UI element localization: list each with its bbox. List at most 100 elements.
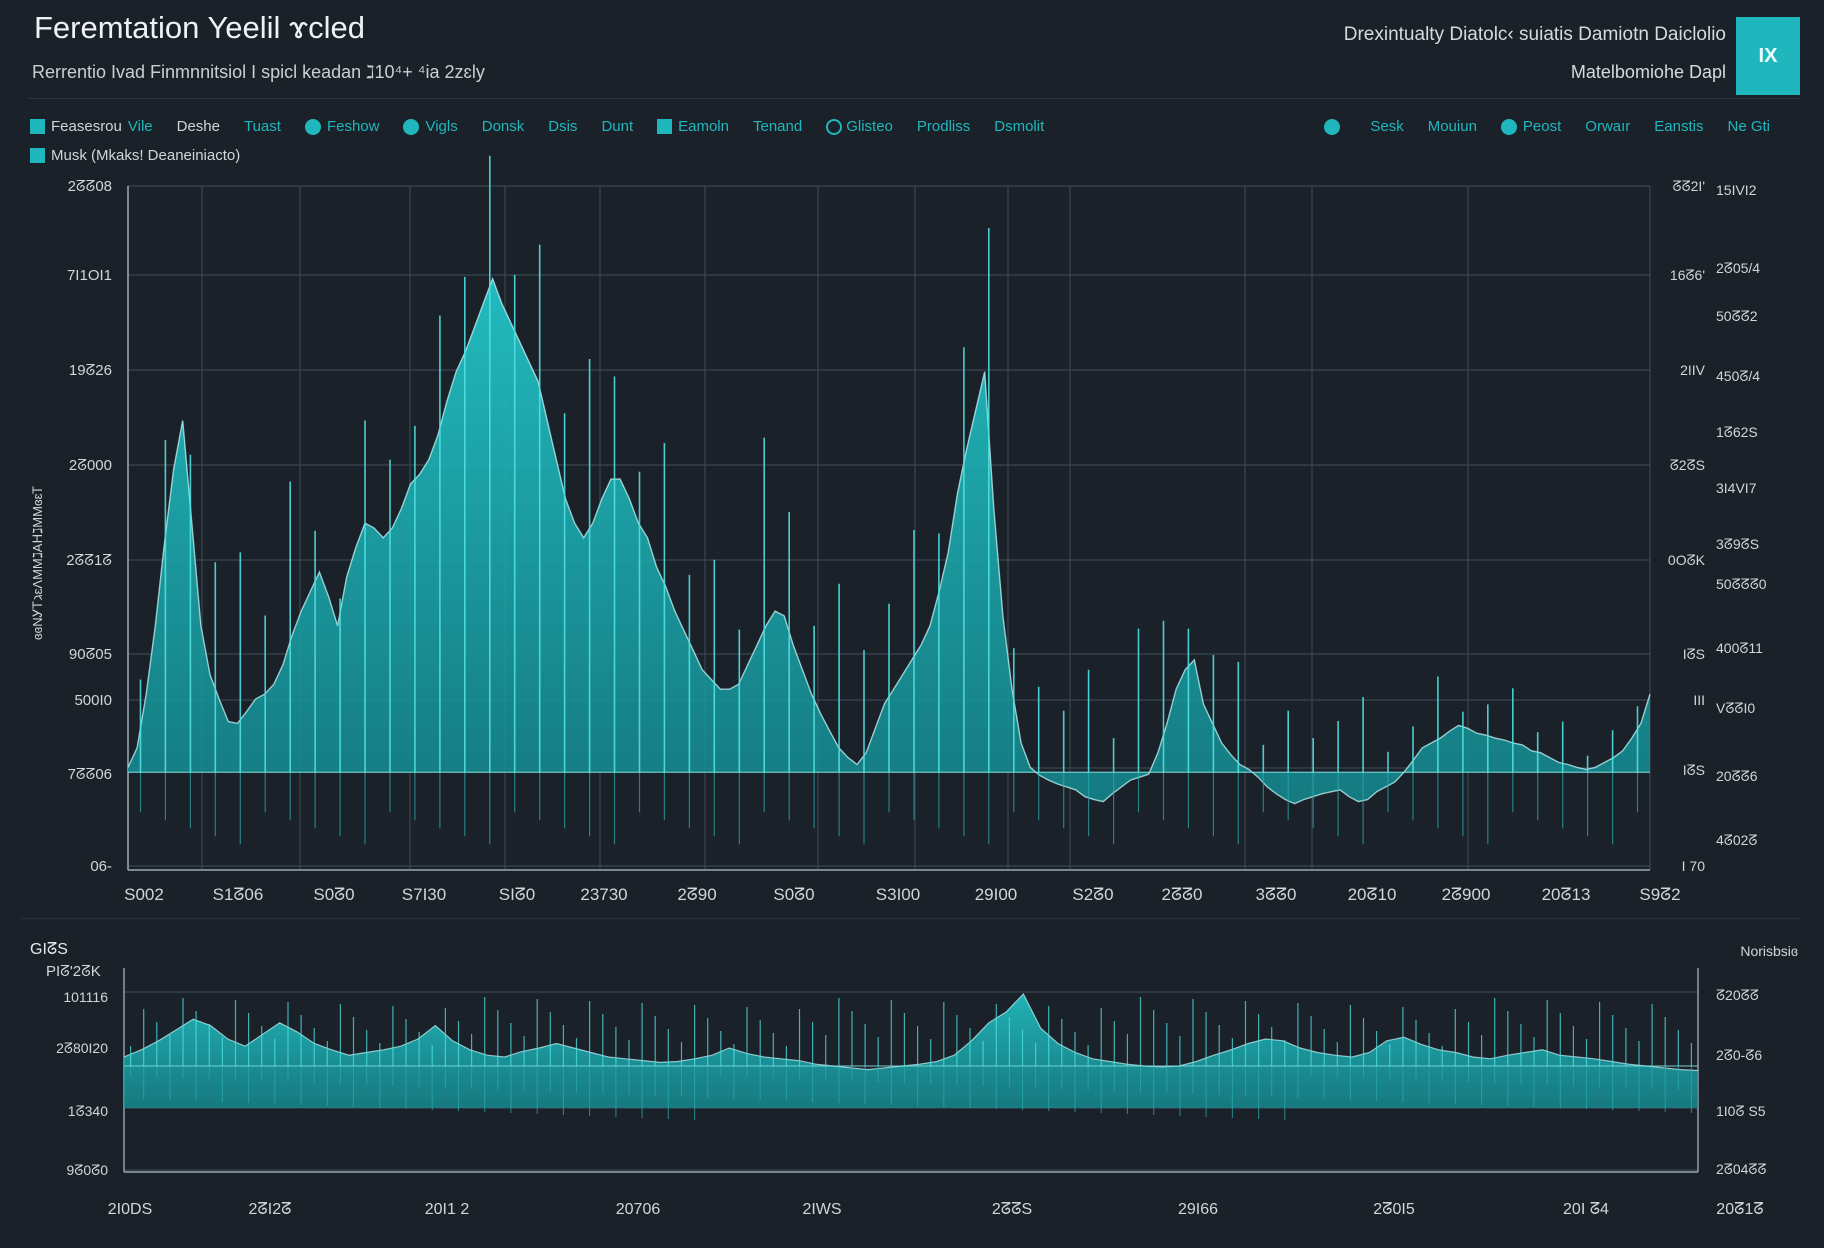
legend-item[interactable]: Feasesrou Vile [30, 118, 153, 135]
y-right-tick-label: 50ᘔᘔᘔ0 [1716, 576, 1767, 592]
chart-subtitle: Rerrentio Ivad Finmnnitsiol I spicl kead… [32, 62, 485, 82]
x-tick-label: 20ᘔ1ᘔ [1716, 1201, 1763, 1218]
x-tick-label: S7I30 [402, 885, 446, 904]
y-tick-label: 101116 [63, 989, 108, 1005]
y-right-tick-label: 450ᘔ/4 [1716, 368, 1760, 384]
legend-item[interactable]: Ne Gti [1727, 118, 1770, 135]
y-right-tick-label: ᘔ2ᘔS [1670, 457, 1705, 473]
legend-label: Peost [1522, 118, 1562, 135]
x-tick-label: 2ᘔI2ᘔ [249, 1201, 292, 1218]
legend-square-icon [30, 119, 45, 134]
y-tick-label: 06- [90, 858, 112, 875]
y-axis-subtitle: PIᘔ'2ᘔK [46, 963, 101, 980]
x-tick-label: 29I66 [1178, 1201, 1218, 1218]
x-tick-label: S0ᘔ0 [773, 885, 814, 904]
y-right-tick-label: ᘔᘔ2I' [1673, 178, 1705, 194]
legend-item[interactable]: Sesk [1370, 118, 1403, 135]
legend-item[interactable]: Dsis [548, 118, 577, 135]
y-right-tick-label: IᘔS [1683, 646, 1705, 662]
legend-label: Deshe [176, 118, 220, 135]
legend-secondary: Musk (Mkaks! Deaneiniacto) [30, 147, 264, 164]
y-right-tick-label: IᘔS [1683, 762, 1705, 778]
y-right-tick-label: 3I4VI7 [1716, 480, 1757, 496]
legend-dot-icon [1324, 118, 1341, 135]
y-axis-title: ɞɞNᎩᎢℷɛΛMMℷAᕼℷMMɞɛᎢ [30, 485, 45, 640]
legend-label: Feshow [326, 118, 380, 135]
legend-label: Donsk [481, 118, 525, 135]
legend-square-icon [657, 119, 673, 134]
series-area [124, 994, 1698, 1108]
header-divider [28, 98, 1800, 99]
x-tick-label: 2ᘔ0I5 [1373, 1201, 1415, 1218]
legend-item[interactable]: Prodliss [917, 118, 970, 135]
legend-item[interactable]: Glisteo [826, 118, 893, 135]
legend-item[interactable]: Tenand [753, 118, 802, 135]
legend-label: Tuast [243, 118, 281, 135]
legend-item[interactable]: Dsmolit [994, 118, 1044, 135]
x-tick-label: S1ᘔ06 [213, 885, 264, 904]
y-right-tick-label: 0OᘔK [1668, 552, 1706, 568]
legend-item[interactable]: Deshe [177, 118, 220, 135]
x-tick-label: 2ᘔ90 [677, 885, 716, 904]
y-right-tick-label: 15IVI2 [1716, 182, 1757, 198]
x-tick-label: S9ᘔ2 [1639, 885, 1680, 904]
y-tick-label: 500I0 [74, 692, 112, 709]
export-button[interactable]: IX [1736, 17, 1800, 95]
x-tick-label: 2IWS [802, 1201, 841, 1218]
y-tick-label: 7ᘔᘔ06 [68, 766, 112, 783]
y-right-tick-label: 50ᘔᘔ2 [1716, 308, 1758, 324]
x-tick-label: 20I1 2 [425, 1201, 470, 1218]
y-right-tick-label: 2ᘔ05/4 [1716, 260, 1760, 276]
y-right-tick-label: III [1693, 692, 1705, 708]
x-tick-label: 20I ᘔ4 [1563, 1201, 1609, 1218]
x-tick-label: S0ᘔ0 [313, 885, 354, 904]
x-tick-label: S3I00 [876, 885, 920, 904]
right-axis-title: Norisbsiɞ [1740, 943, 1798, 959]
legend-label: Sesk [1370, 118, 1404, 135]
legend-label: Feasesrou [51, 118, 122, 135]
chart-title: Feremtation Yeelil ɤcled [34, 10, 366, 45]
legend-item[interactable]: Tuast [244, 118, 281, 135]
x-tick-label: 3ᘔᘔ0 [1256, 885, 1297, 904]
legend-item-mask[interactable]: Musk (Mkaks! Deaneiniacto) [30, 147, 240, 164]
y-right-tick-label: 4ᘔ02ᘔ [1716, 832, 1757, 848]
y-tick-label: 2ᘔᘔ08 [68, 178, 112, 195]
legend-label: Eamoln [678, 118, 729, 135]
legend-item[interactable]: Feshow [304, 118, 380, 135]
legend-item[interactable]: Peost [1500, 118, 1562, 135]
legend-label: Orwaır [1585, 118, 1631, 135]
y-right-tick-label: 20ᘔᘔ6 [1716, 768, 1758, 784]
y-tick-label: 19ᘔ26 [69, 362, 112, 379]
x-tick-label: S2ᘔ0 [1072, 885, 1113, 904]
legend-item[interactable]: Orwaır [1585, 118, 1630, 135]
lower-chart: GIᘔS PIᘔ'2ᘔK Norisbsiɞ 101116 2ᘔ80I20 1ᘔ340 9ᘔ… [30, 941, 1798, 1218]
y-right-tick-label: 400ᘔ11 [1716, 640, 1763, 656]
y-tick-label: 9ᘔ0ᘔ0 [67, 1162, 109, 1178]
legend-label: Ne Gti [1727, 118, 1770, 135]
legend-item[interactable]: Eanstis [1654, 118, 1703, 135]
x-tick-label: 20ᘔ13 [1542, 885, 1591, 904]
legend-item[interactable]: Eamoln [657, 118, 729, 135]
legend-dot-icon [1500, 118, 1517, 135]
y-tick-label: 7I1OI1 [67, 267, 112, 284]
legend-item[interactable] [1324, 118, 1346, 135]
legend-item[interactable]: Mouiun [1428, 118, 1477, 135]
legend-item[interactable]: Dunt [601, 118, 633, 135]
legend-dot-icon [304, 118, 321, 135]
x-tick-label: 20706 [616, 1201, 661, 1218]
y-axis-title: GIᘔS [30, 941, 68, 958]
legend-item[interactable]: Donsk [482, 118, 525, 135]
y-right-tick-label: I 70 [1682, 858, 1706, 874]
legend-label: Eanstis [1654, 118, 1704, 135]
legend-ring-icon [826, 118, 843, 135]
x-tick-label: 2I0DS [108, 1201, 152, 1218]
legend-label: Musk (Mkaks! Deaneiniacto) [51, 147, 241, 164]
legend-item[interactable]: Vigls [403, 118, 458, 135]
legend-label: Dunt [601, 118, 634, 135]
legend-label: Dsis [548, 118, 578, 135]
y-tick-label: 2ᘔ000 [69, 457, 112, 474]
series-outline [123, 992, 1699, 1072]
y-tick-label: 1ᘔ340 [68, 1103, 108, 1119]
y-right-tick-label: 2ᘔ0-ᘔ6 [1716, 1047, 1762, 1063]
x-tick-label: 29I00 [975, 885, 1018, 904]
